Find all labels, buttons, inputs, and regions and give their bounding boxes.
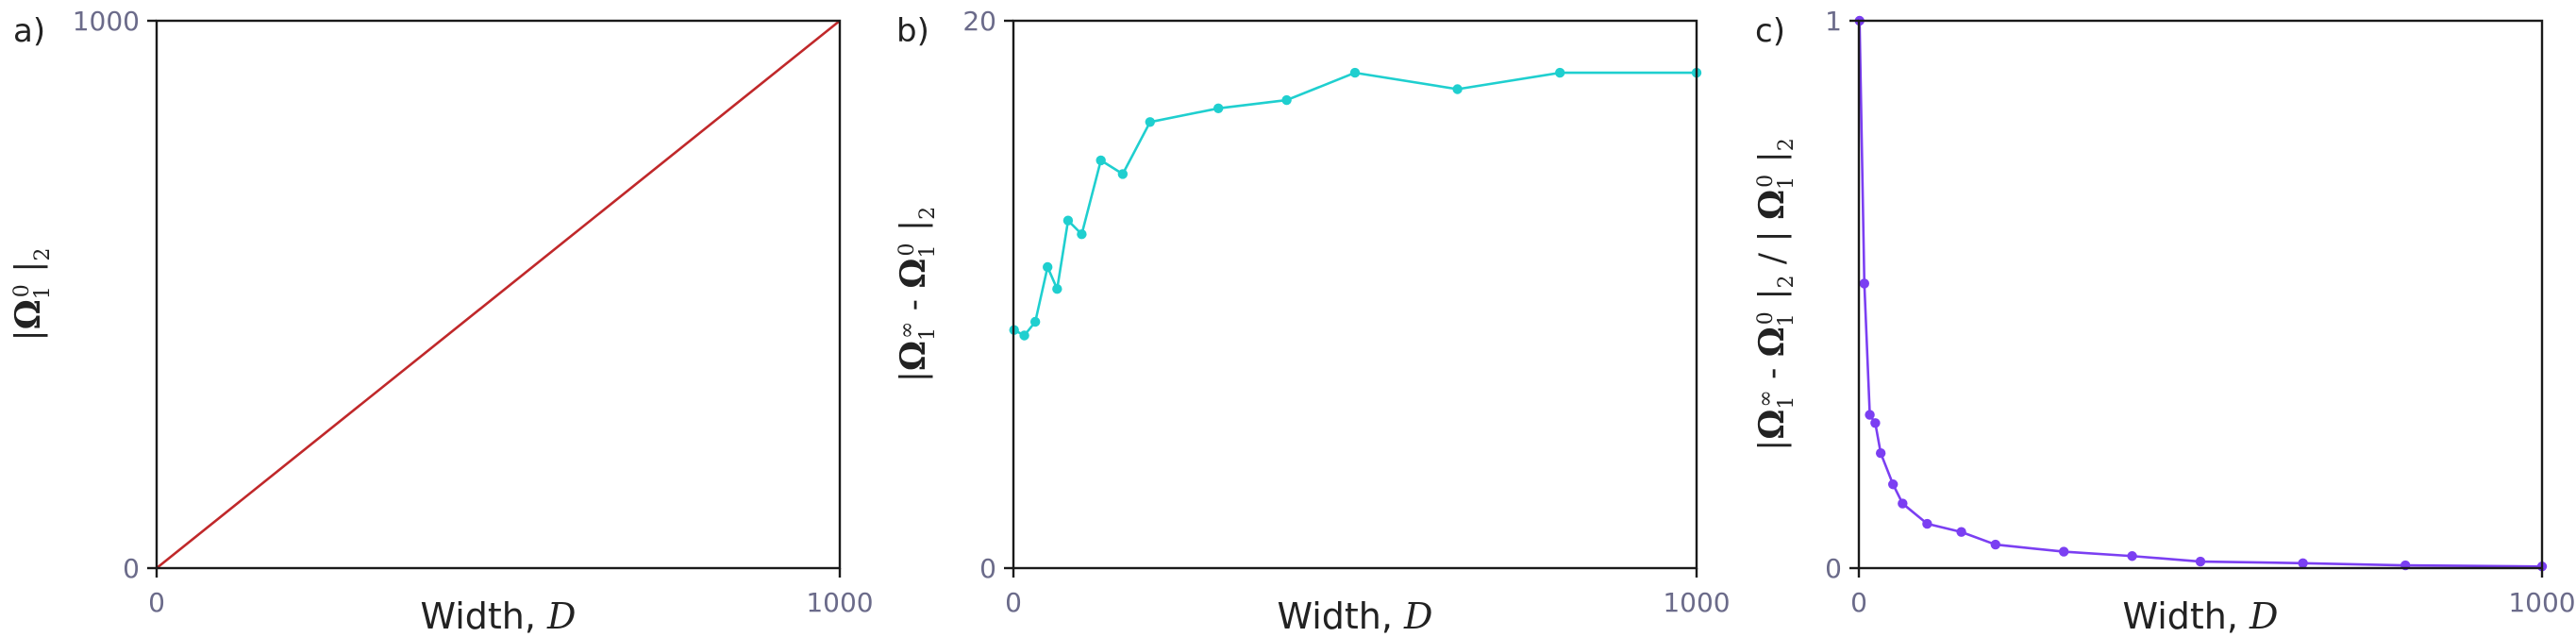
data-point [1077,229,1087,240]
data-point [1117,169,1129,179]
panel-label: a) [13,12,45,50]
data-point [1029,316,1041,327]
y-tick-label: 0 [1825,553,1842,584]
series-line [1013,71,1697,337]
data-point [1281,94,1292,106]
y-axis-title: |Ω1∞ - Ω10 |2 [894,207,940,382]
panel-label: b) [896,12,929,50]
x-axis-title: Width, D [1277,595,1432,637]
x-tick-label: 0 [148,587,165,618]
x-tick-label: 0 [1850,587,1867,618]
y-tick-label: 1000 [73,6,140,37]
x-tick-label: 0 [1005,587,1022,618]
chart-panel-2: b) 0 1000 0 20 Width, D |Ω1∞ - Ω10 |2 [894,6,1731,637]
data-point [1922,518,1932,529]
y-tick-label: 20 [962,6,996,37]
series-line [156,19,841,570]
data-point [2195,556,2206,567]
x-tick-label: 1000 [2508,587,2575,618]
data-point [1019,330,1029,341]
data-point [1213,103,1224,114]
plot-frame [1012,19,1698,570]
data-point [1145,117,1156,127]
data-point [2059,546,2069,557]
data-point [1870,418,1881,428]
x-axis-title: Width, D [2122,595,2278,637]
data-point [1865,410,1875,420]
data-point [1052,284,1062,294]
y-tick-label: 1 [1825,6,1842,37]
y-tick-label: 0 [123,553,140,584]
x-tick-label: 1000 [1663,587,1730,618]
panel-label: c) [1755,12,1785,50]
data-point [1349,67,1361,78]
data-point [1096,155,1106,166]
data-point [1043,261,1053,273]
data-point [1898,498,1908,509]
chart-panel-3: c) 0 1000 0 1 Width, D |Ω1∞ - Ω10 |2 / | Ω10 |… [1752,6,2576,637]
y-axis-title: |Ω10 |2 [8,248,55,342]
y-axis-title: |Ω1∞ - Ω10 |2 / | Ω10 |2 [1752,138,1798,451]
data-point [1452,84,1463,94]
data-point [1990,539,2000,550]
y-tick-label: 0 [979,553,996,584]
data-point [1555,67,1565,78]
data-point [2298,558,2308,568]
data-point [1062,215,1074,226]
chart-panel-1: a) 0 1000 0 1000 Width, D |Ω10 |2 [8,6,874,637]
data-point [1956,527,1966,537]
data-point [1859,278,1869,289]
series-line [1858,20,2543,568]
data-point [1888,479,1899,490]
x-tick-label: 1000 [806,587,873,618]
plot-frame [1857,19,2544,570]
x-axis-title: Width, D [420,595,576,637]
data-point [1875,448,1886,459]
data-point [2127,551,2137,562]
plot-frame [155,19,842,570]
